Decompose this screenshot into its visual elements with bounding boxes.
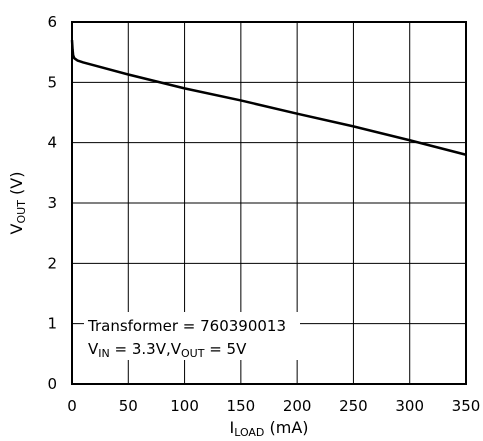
x-tick-labels: 0 50 100 150 200 250 300 350 xyxy=(67,397,480,415)
y-tick-labels: 0 1 2 3 4 5 6 xyxy=(47,13,57,393)
x-tick-label: 0 xyxy=(67,397,77,415)
x-tick-label: 300 xyxy=(395,397,424,415)
annotation-vout-sub: OUT xyxy=(181,347,205,360)
annotation-box: Transformer = 760390013 VIN = 3.3V,VOUT … xyxy=(84,312,300,360)
x-tick-label: 50 xyxy=(119,397,138,415)
annotation-line-1: Transformer = 760390013 xyxy=(87,317,286,335)
y-tick-label: 1 xyxy=(47,315,57,333)
annotation-vout-value: = 5V xyxy=(204,340,247,358)
y-tick-label: 4 xyxy=(47,134,57,152)
data-layer xyxy=(70,40,467,156)
annotation-line-2: VIN = 3.3V,VOUT = 5V xyxy=(88,340,247,360)
y-axis-title: VOUT (V) xyxy=(7,172,28,235)
x-tick-label: 150 xyxy=(227,397,256,415)
x-tick-label: 250 xyxy=(339,397,368,415)
x-axis-title: ILOAD (mA) xyxy=(229,418,308,439)
y-tick-label: 5 xyxy=(47,73,57,91)
x-tick-label: 200 xyxy=(283,397,312,415)
x-tick-label: 350 xyxy=(452,397,481,415)
annotation-vin-sub: IN xyxy=(98,347,109,360)
y-tick-label: 6 xyxy=(47,13,57,31)
y-tick-label: 3 xyxy=(47,194,57,212)
y-axis-title-unit: (V) xyxy=(7,172,26,201)
y-axis-title-main: V xyxy=(7,223,26,234)
annotation-vin-main: V xyxy=(88,340,99,358)
x-axis-title-sub: LOAD xyxy=(234,426,264,439)
annotation-vin-value: = 3.3V, xyxy=(110,340,171,358)
y-tick-label: 2 xyxy=(47,254,57,272)
annotation-background xyxy=(84,312,300,360)
y-tick-label: 0 xyxy=(47,375,57,393)
plot-frame xyxy=(71,21,467,385)
series-line xyxy=(70,40,467,156)
x-axis-title-unit: (mA) xyxy=(264,418,308,437)
x-tick-label: 100 xyxy=(170,397,199,415)
annotation-vout-main: V xyxy=(171,340,182,358)
x-axis-title-main: I xyxy=(229,418,234,437)
y-axis-title-sub: OUT xyxy=(15,200,28,224)
